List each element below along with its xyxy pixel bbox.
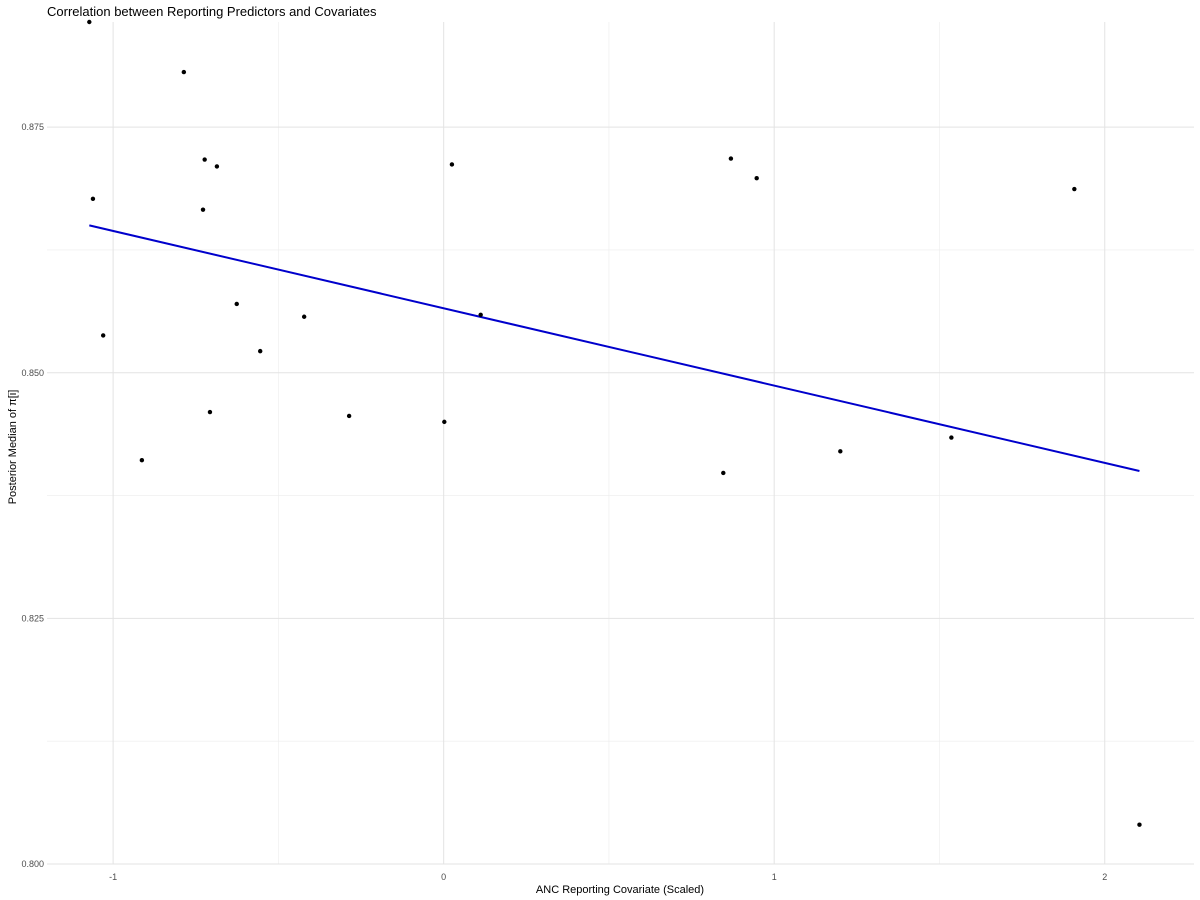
minor-gridlines — [47, 22, 1194, 864]
data-point — [721, 470, 726, 476]
x-axis-title: ANC Reporting Covariate (Scaled) — [536, 884, 704, 896]
chart-title: Correlation between Reporting Predictors… — [47, 4, 377, 19]
y-axis-tick-labels: 0.800 0.825 0.850 0.875 — [21, 122, 44, 869]
major-gridlines — [47, 22, 1194, 865]
data-point — [258, 348, 263, 354]
data-point — [139, 457, 145, 463]
data-point — [301, 314, 307, 319]
y-axis-title: Posterior Median of π[i] — [7, 390, 19, 505]
data-point — [346, 413, 352, 419]
data-point — [1137, 822, 1142, 827]
data-point — [90, 196, 96, 202]
data-point — [1072, 186, 1077, 192]
data-points-layer — [87, 19, 1142, 827]
x-tick-label: 2 — [1102, 872, 1107, 882]
data-point — [478, 312, 483, 317]
data-point — [100, 333, 106, 338]
data-point — [442, 419, 447, 425]
data-point — [449, 162, 455, 167]
y-tick-label: 0.850 — [21, 368, 44, 378]
data-point — [214, 164, 220, 169]
data-point — [754, 176, 759, 181]
data-point — [87, 19, 92, 25]
data-point — [200, 207, 206, 212]
y-tick-label: 0.875 — [21, 122, 44, 132]
x-tick-label: 0 — [441, 872, 446, 882]
data-point — [234, 301, 239, 307]
x-axis-tick-labels: -1 0 1 2 — [109, 872, 1107, 882]
data-point — [949, 435, 954, 440]
regression-line — [89, 224, 1140, 472]
data-point — [728, 156, 734, 161]
x-tick-label: -1 — [109, 872, 117, 882]
data-point — [202, 157, 207, 162]
data-point — [181, 69, 187, 75]
regression-line-layer — [89, 224, 1140, 472]
y-tick-label: 0.825 — [21, 613, 44, 623]
data-point — [207, 409, 213, 415]
x-tick-label: 1 — [772, 872, 777, 882]
y-tick-label: 0.800 — [21, 859, 44, 869]
data-point — [838, 449, 843, 454]
